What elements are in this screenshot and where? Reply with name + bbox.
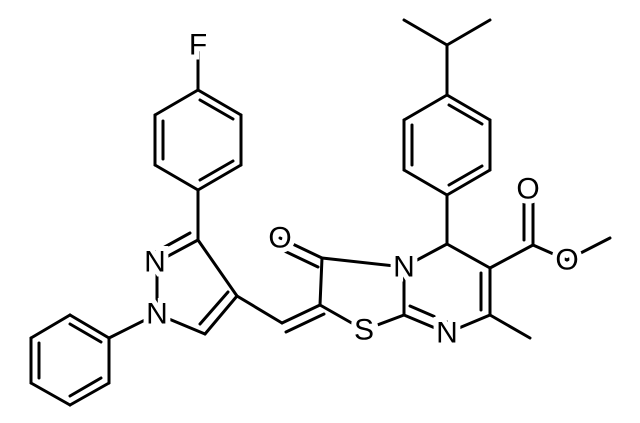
atom-label: O — [516, 173, 539, 206]
atom-label: N — [393, 251, 415, 284]
bonds — [29, 18, 612, 407]
atom-label: O — [268, 222, 291, 255]
atom-labels: F N N O N S N O O — [139, 24, 584, 355]
atom-label: F — [189, 29, 207, 62]
atom-label: N — [436, 317, 458, 350]
atom-label: N — [146, 298, 168, 331]
atom-label: O — [555, 244, 578, 277]
atom-label: S — [354, 314, 374, 347]
atom-label: N — [144, 246, 166, 279]
